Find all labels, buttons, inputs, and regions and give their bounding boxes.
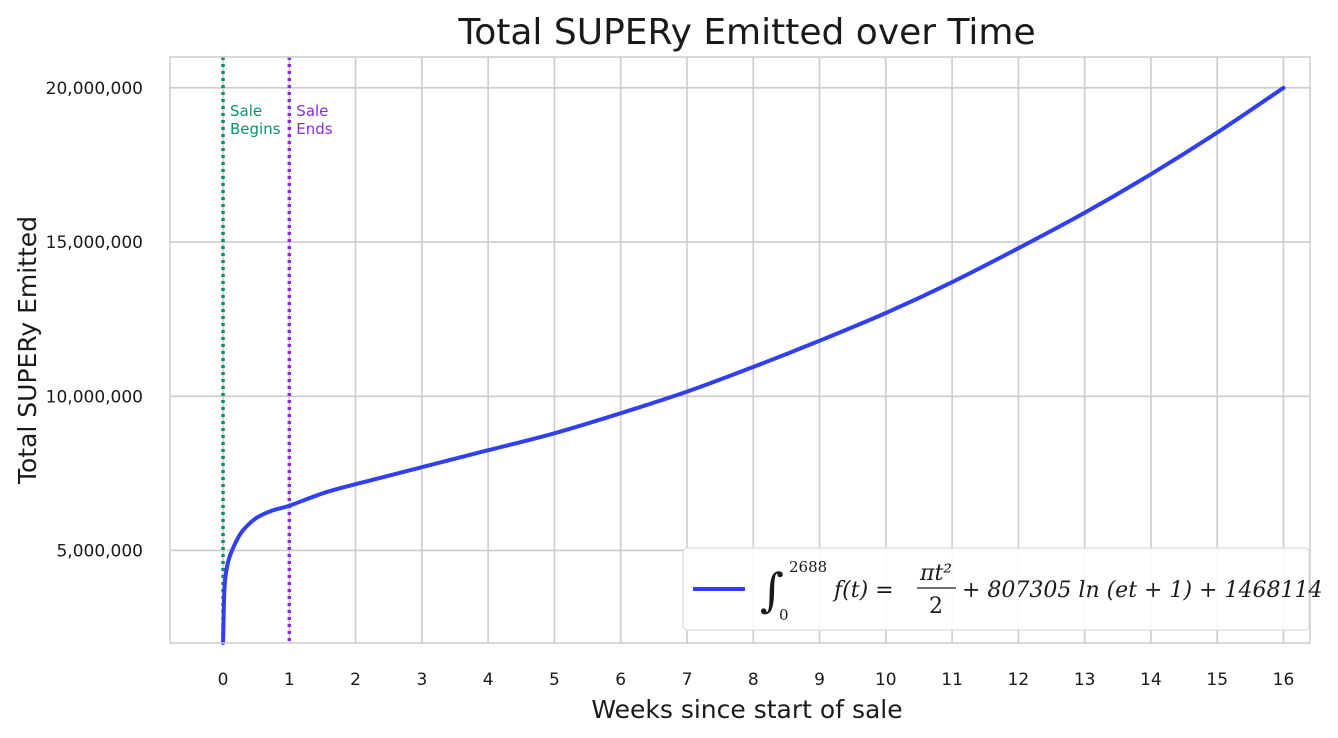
legend-denominator: 2 xyxy=(929,594,943,619)
plot-frame xyxy=(169,56,1311,644)
x-tick-label: 4 xyxy=(483,670,494,690)
x-tick-label: 7 xyxy=(682,670,693,690)
x-tick-label: 3 xyxy=(416,670,427,690)
x-tick-label: 8 xyxy=(748,670,759,690)
y-tick-label: 5,000,000 xyxy=(56,541,143,561)
y-tick-label: 15,000,000 xyxy=(46,233,143,253)
x-tick-label: 2 xyxy=(350,670,361,690)
x-tick-label: 0 xyxy=(218,670,229,690)
y-tick-labels: 5,000,000 10,000,000 15,000,000 20,000,000 xyxy=(46,79,143,562)
x-tick-label: 16 xyxy=(1273,670,1295,690)
annotation-label: Sale xyxy=(296,102,328,120)
series-line xyxy=(221,85,1286,645)
annotation-label: Ends xyxy=(296,120,333,138)
legend-box xyxy=(682,547,1310,631)
x-axis-label: Weeks since start of sale xyxy=(591,695,902,724)
legend-integral-upper: 2688 xyxy=(789,558,827,576)
annotation-label: Sale xyxy=(230,102,262,120)
x-tick-label: 6 xyxy=(615,670,626,690)
legend-text-before: f(t) = xyxy=(832,578,894,603)
x-tick-label: 1 xyxy=(284,670,295,690)
x-tick-label: 11 xyxy=(941,670,963,690)
x-gridlines xyxy=(222,57,1285,643)
annotation-label: Begins xyxy=(230,120,281,138)
x-tick-label: 12 xyxy=(1008,670,1030,690)
x-tick-label: 5 xyxy=(549,670,560,690)
chart-title: Total SUPERy Emitted over Time xyxy=(457,12,1035,53)
y-tick-label: 10,000,000 xyxy=(46,387,143,407)
x-tick-label: 13 xyxy=(1074,670,1096,690)
legend-numerator: πt² xyxy=(919,561,952,586)
y-axis-label: Total SUPERy Emitted xyxy=(13,216,42,485)
plot-background xyxy=(170,57,1310,643)
x-tick-label: 9 xyxy=(814,670,825,690)
legend-integral-lower: 0 xyxy=(779,606,789,624)
x-tick-label: 15 xyxy=(1206,670,1228,690)
legend: ∫ 2688 0 f(t) = πt² 2 + 807305 ln (et + … xyxy=(682,547,1322,631)
x-tick-labels: 0 1 2 3 4 5 6 7 8 9 10 11 12 13 14 15 16 xyxy=(218,670,1295,690)
legend-integral-sign: ∫ xyxy=(760,563,784,617)
x-tick-label: 14 xyxy=(1140,670,1162,690)
y-tick-label: 20,000,000 xyxy=(46,79,143,99)
x-tick-label: 10 xyxy=(875,670,897,690)
legend-text-after: + 807305 ln (et + 1) + 1468114 xyxy=(962,578,1322,603)
